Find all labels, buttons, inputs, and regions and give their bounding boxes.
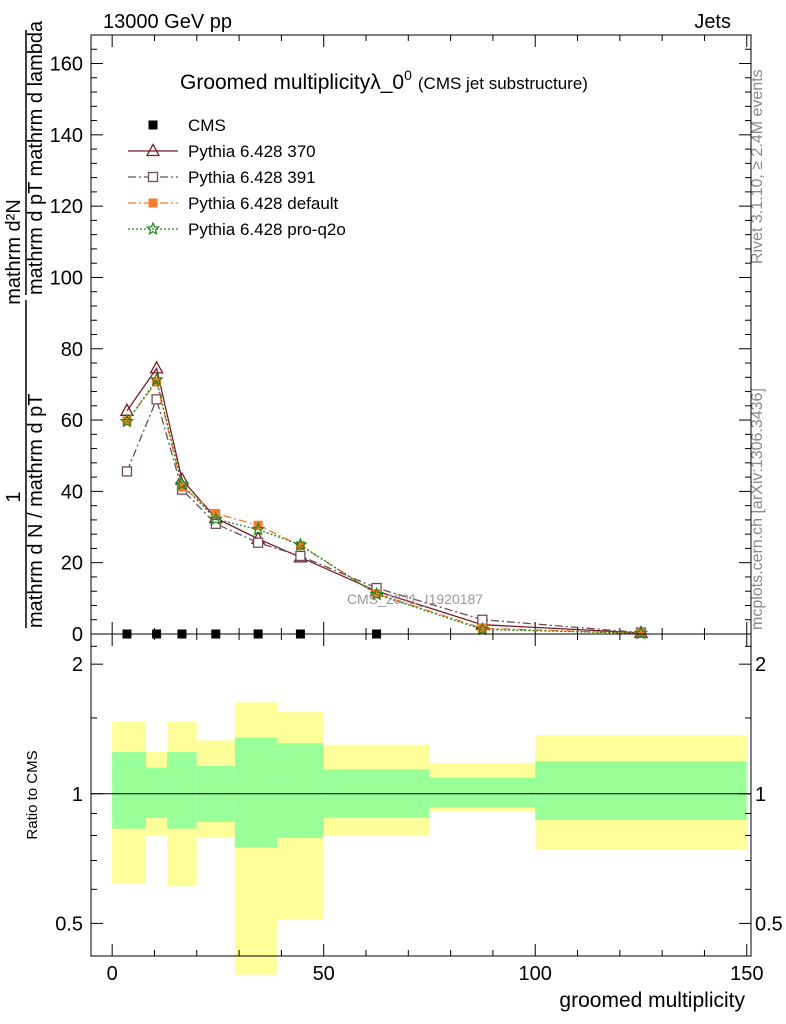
ratio-y-tick-label-right: 0.5 [755, 913, 783, 935]
legend-label: Pythia 6.428 pro-q2o [188, 220, 346, 239]
legend-item: Pythia 6.428 default [128, 194, 339, 213]
series-line [126, 397, 642, 634]
ratio-ylabel: Ratio to CMS [24, 750, 41, 839]
x-tick-label: 50 [313, 963, 335, 985]
legend-item: Pythia 6.428 pro-q2o [128, 220, 346, 239]
x-axis-label: groomed multiplicity [559, 989, 745, 1012]
ratio-y-tick-label-right: 1 [755, 784, 766, 806]
y-tick-label: 160 [50, 54, 83, 76]
ratio-band-inner [112, 752, 146, 829]
ylabel-denominator: mathrm d pT mathrm d lambda [25, 20, 47, 295]
legend-label: Pythia 6.428 default [188, 194, 339, 213]
x-tick-label: 100 [519, 963, 552, 985]
y-tick-label: 100 [50, 267, 83, 289]
data-point [147, 171, 159, 183]
mcplots-label: mcplots.cern.ch [arXiv:1306.3436] [749, 388, 766, 630]
y-tick-label: 40 [61, 481, 83, 503]
data-point [633, 625, 649, 640]
legend: CMS Pythia 6.428 370 Pythia 6.428 391 Pythi… [128, 116, 346, 239]
ratio-y-tick-label: 1 [72, 784, 83, 806]
chart-title-sup: 0 [404, 67, 412, 83]
data-point [250, 521, 266, 536]
legend-item: Pythia 6.428 391 [128, 168, 316, 187]
data-point [372, 589, 382, 599]
data-point [293, 537, 308, 552]
legend-item: Pythia 6.428 370 [128, 142, 316, 161]
ratio-ticks: 0.5 0.5 1 1 2 2 0 50 100 150 [55, 634, 783, 985]
ratio-band-inner [167, 752, 197, 829]
data-point [145, 221, 161, 236]
ratio-y-tick-label: 2 [72, 654, 83, 676]
legend-label: CMS [188, 116, 226, 135]
data-point [149, 372, 164, 386]
y-tick-label: 60 [61, 410, 83, 432]
y-tick-label: 20 [61, 553, 83, 575]
header-left: 13000 GeV pp [103, 11, 232, 33]
series-line [126, 378, 642, 634]
data-point [148, 120, 158, 130]
legend-label: Pythia 6.428 391 [188, 168, 316, 187]
main-ticks: 0 20 40 60 80 100 120 140 160 [50, 34, 751, 646]
data-point [119, 413, 135, 428]
ratio-y-tick-label-right: 2 [755, 654, 766, 676]
x-tick-label: 150 [730, 963, 763, 985]
data-point [174, 476, 190, 491]
ratio-bands [91, 702, 751, 975]
ratio-band-inner [234, 737, 278, 848]
ratio-band-inner [535, 761, 747, 820]
data-point [148, 198, 158, 208]
chart-title-suffix: (CMS jet substructure) [418, 74, 588, 93]
chart-title-main: Groomed multiplicityλ_0 [180, 71, 404, 94]
ratio-y-tick-label: 0.5 [55, 913, 83, 935]
ylabel-prefix-num: 1 [3, 491, 25, 502]
ratio-frame [90, 633, 752, 957]
data-point [477, 623, 487, 633]
ylabel-prefix-den: mathrm d N / mathrm d pT [25, 394, 47, 629]
data-point [252, 537, 264, 548]
data-point [369, 586, 384, 601]
data-point [253, 520, 263, 530]
y-tick-label: 140 [50, 125, 83, 147]
rivet-label: Rivet 3.1.10, ≥ 2.4M events [749, 69, 766, 264]
legend-label: Pythia 6.428 370 [188, 142, 316, 161]
chart-title: Groomed multiplicityλ_00 (CMS jet substru… [180, 67, 588, 94]
data-point [475, 621, 490, 636]
y-tick-label: 120 [50, 196, 83, 218]
header-right: Jets [694, 11, 731, 33]
ratio-band-inner [277, 743, 324, 838]
ylabel-numerator: mathrm d²N [3, 199, 25, 305]
y-tick-label: 0 [72, 624, 83, 646]
ratio-panel: 0.5 0.5 1 1 2 2 0 50 100 150 Ratio to CMS groomed… [24, 633, 783, 1012]
series-4 [119, 372, 649, 640]
legend-item: CMS [148, 116, 226, 135]
data-point [121, 466, 133, 477]
data-point [151, 394, 162, 405]
y-tick-label: 80 [61, 339, 83, 361]
ratio-band-inner [146, 767, 168, 818]
data-point [208, 511, 224, 526]
ratio-band-inner [429, 777, 536, 808]
main-ylabel: 1 mathrm d N / mathrm d pT mathrm d²N ma… [3, 20, 47, 628]
data-point [295, 550, 306, 562]
x-tick-label: 0 [107, 963, 118, 985]
watermark: CMS_2021_I1920187 [347, 591, 483, 607]
data-point [145, 143, 161, 157]
data-point [210, 518, 221, 529]
